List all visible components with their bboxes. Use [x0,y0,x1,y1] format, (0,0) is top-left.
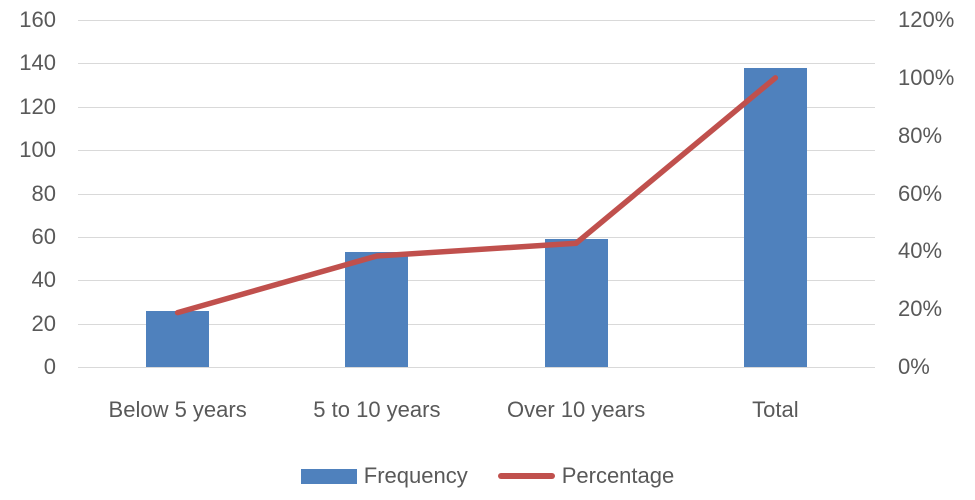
legend: Frequency Percentage [0,461,975,491]
right-axis-tick-120: 120% [898,7,955,32]
gridline [78,150,875,152]
legend-item-percentage[interactable]: Percentage [497,461,675,491]
left-axis-tick-20: 20 [31,310,56,336]
right-axis-tick-40: 40% [898,238,943,264]
left-axis-tick-100: 100 [19,137,56,163]
gridline [78,106,875,108]
frequency-bar-below-5-years[interactable] [146,310,210,367]
right-axis-tick-100: 100% [898,64,955,90]
left-axis-tick-80: 80 [31,180,56,206]
left-axis-tick-120: 120 [19,93,56,119]
frequency-bar-5-to-10-years[interactable] [345,252,409,367]
category-axis: Below 5 years 5 to 10 years Over 10 years T… [78,396,875,424]
left-axis-tick-140: 140 [19,50,56,76]
right-axis-tick-0: 0% [898,354,930,379]
gridline [78,323,875,325]
gridline [78,193,875,195]
category-label-total: Total [752,397,799,422]
percentage-swatch-icon [497,473,555,479]
left-axis-tick-0: 0 [43,354,56,379]
right-axis-tick-80: 80% [898,122,943,148]
right-axis-tick-20: 20% [898,296,943,322]
gridline [78,20,875,21]
gridline [78,367,875,368]
frequency-swatch-icon [300,468,357,484]
left-axis-tick-40: 40 [31,267,56,293]
right-axis-tick-60: 60% [898,180,943,206]
left-axis-tick-160: 160 [19,7,56,32]
legend-label-frequency: Frequency [363,463,468,488]
category-label-below-5-years: Below 5 years [108,397,247,422]
frequency-bar-over-10-years[interactable] [544,239,608,367]
legend-label-percentage: Percentage [561,463,675,488]
frequency-bar-total[interactable] [743,67,807,367]
plot-area [78,20,875,368]
legend-item-frequency[interactable]: Frequency [300,461,468,491]
category-label-5-to-10-years: 5 to 10 years [313,397,441,422]
percentage-line[interactable] [174,75,779,316]
left-axis-tick-60: 60 [31,223,56,249]
gridline [78,280,875,282]
category-label-over-10-years: Over 10 years [507,397,646,422]
gridline [78,236,875,238]
gridline [78,63,875,65]
